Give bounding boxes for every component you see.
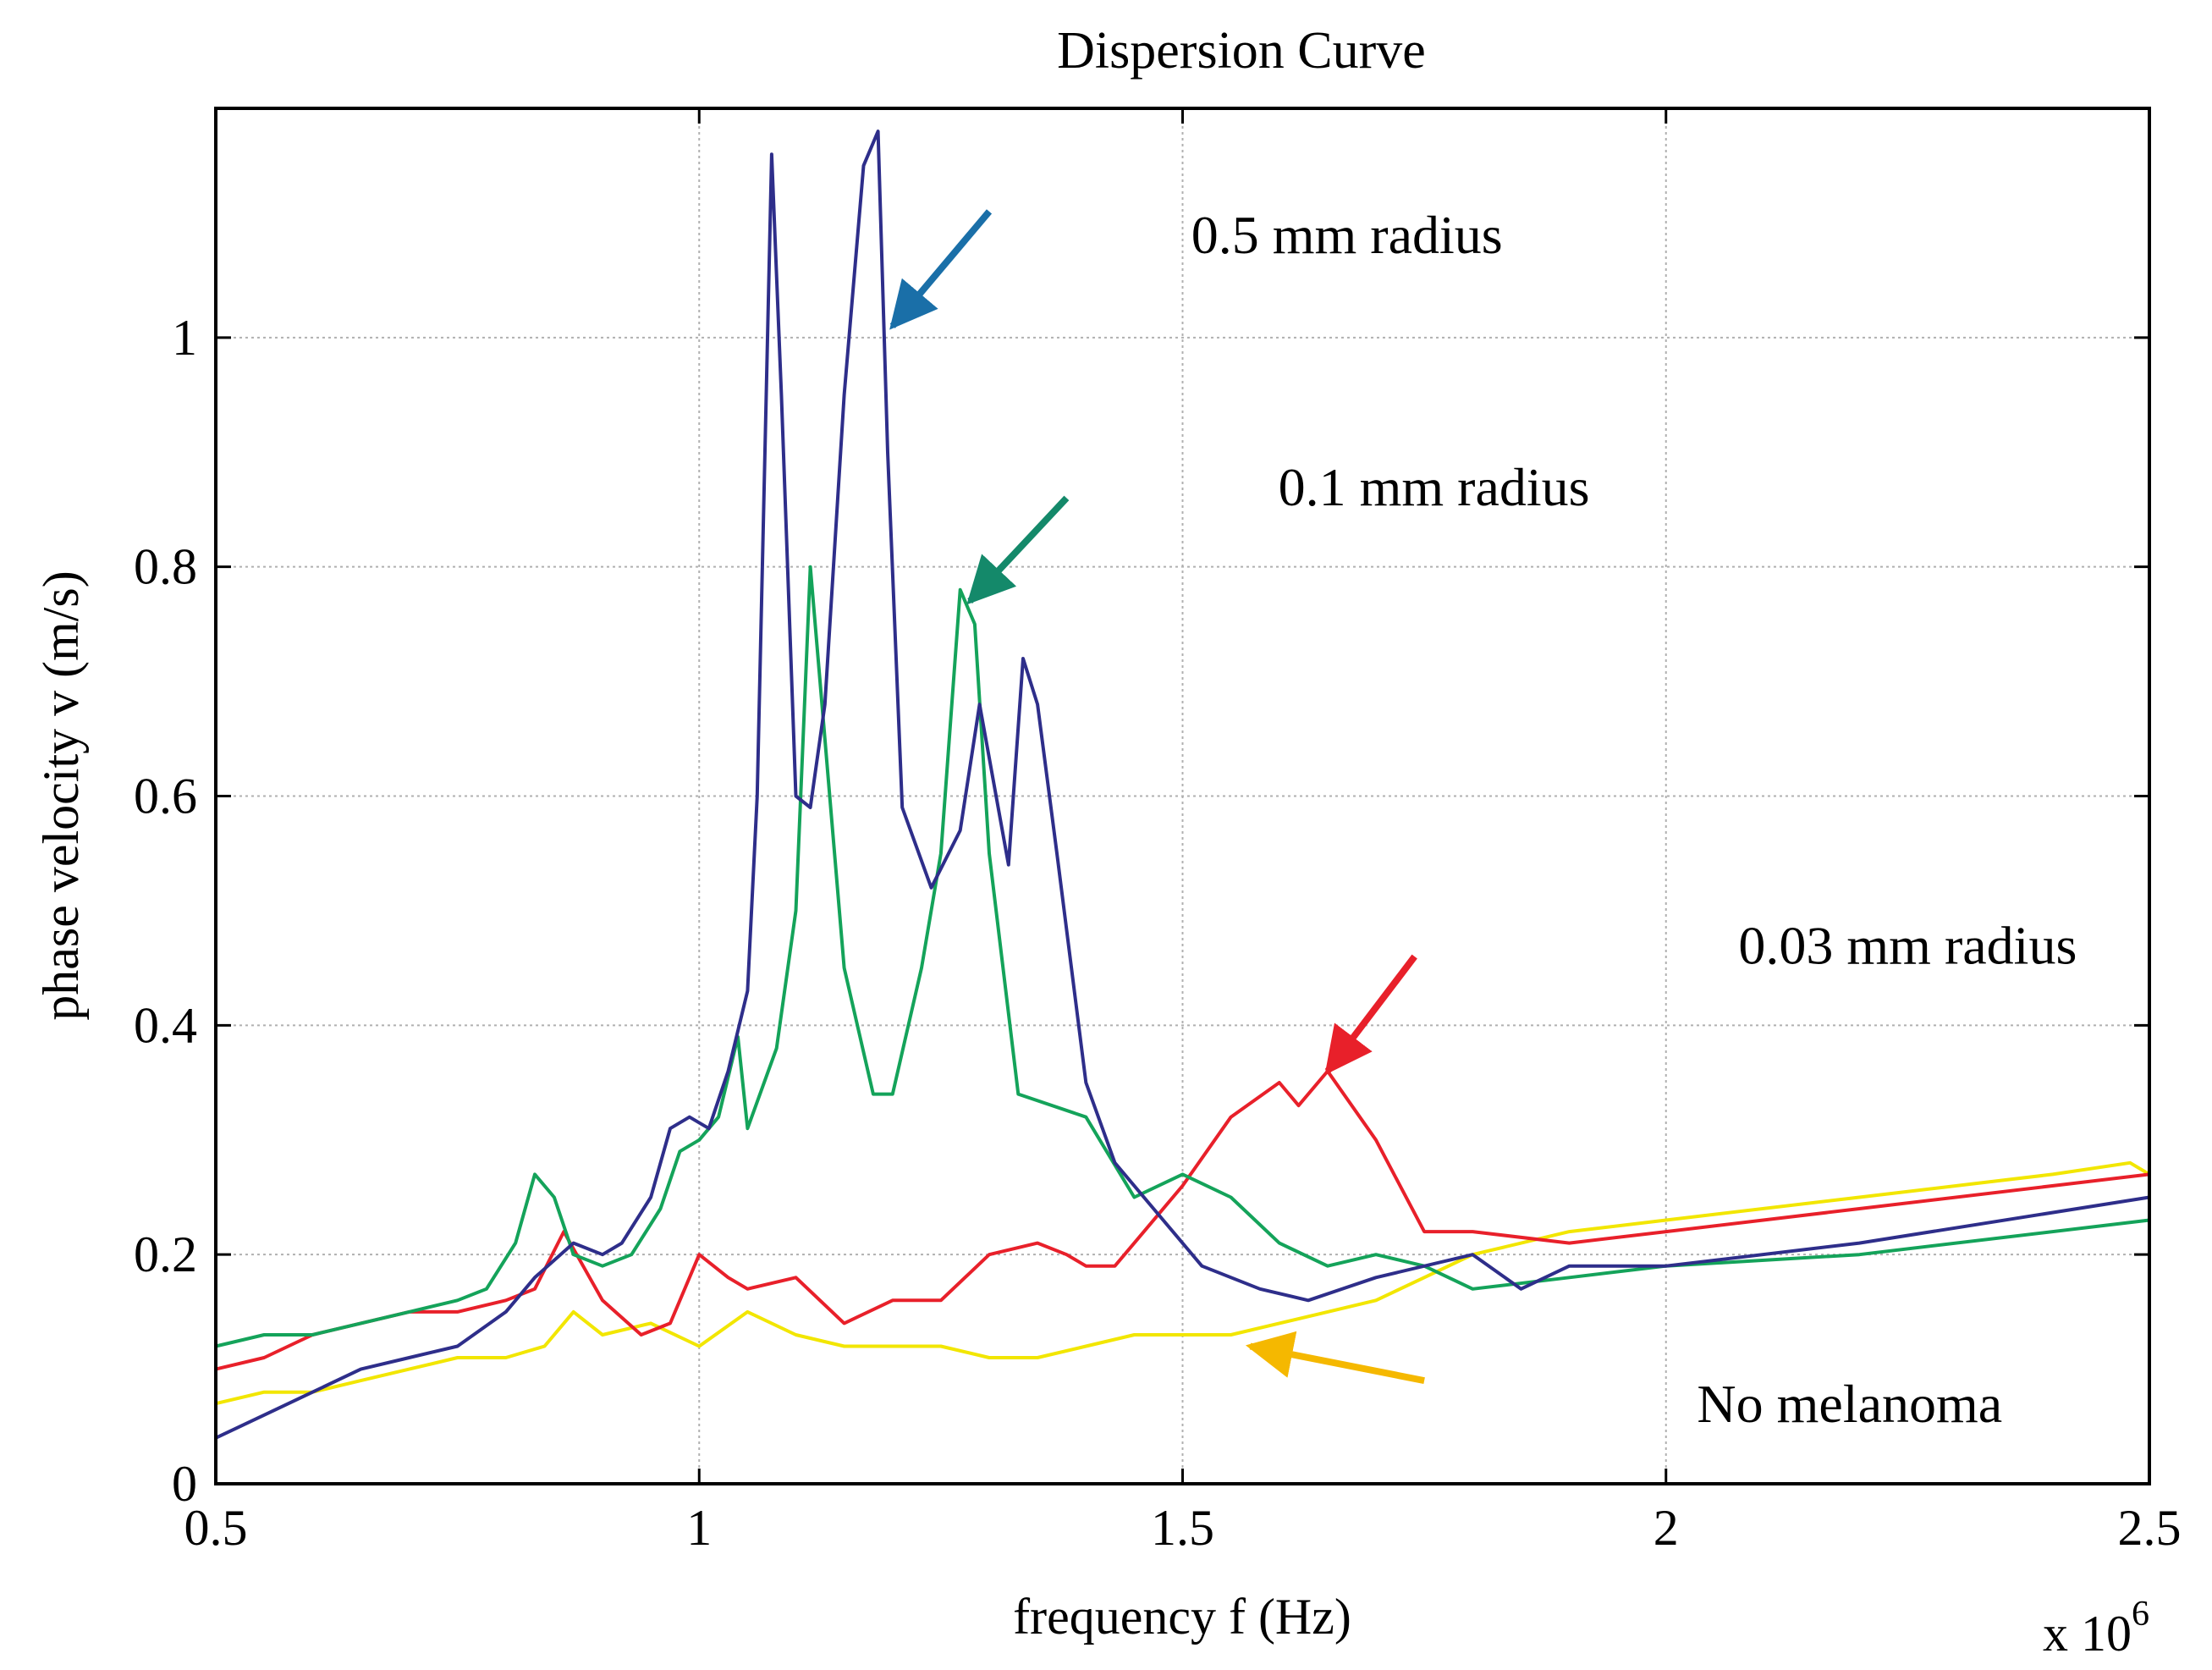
- y-axis-label: phase velocity v (m/s): [33, 570, 89, 1021]
- annotations: 0.5 mm radius 0.1 mm radius 0.03 mm radius…: [889, 205, 2077, 1434]
- y-tick-label: 1: [172, 310, 197, 366]
- series-lines: [215, 130, 2151, 1440]
- series-line-0-1-mm-radius: [215, 565, 2150, 1348]
- y-tick-label: 0.6: [134, 769, 197, 824]
- chart-title: Dispersion Curve: [1057, 22, 1426, 80]
- series-line-0-5-mm-radius: [215, 130, 2150, 1440]
- axis-ticks: 0.5 1 1.5 2 2.5 0 0.2 0.4 0.6 0.8 1: [134, 108, 2182, 1556]
- x-tick-label: 2.5: [2118, 1500, 2182, 1556]
- annotation-arrow: [966, 495, 1070, 605]
- grid: [216, 108, 2149, 1484]
- y-tick-label: 0.8: [134, 539, 197, 595]
- y-tick-label: 0.2: [134, 1226, 197, 1282]
- annotation-label: 0.03 mm radius: [1738, 916, 2077, 976]
- annotation-arrow: [1245, 1331, 1425, 1385]
- x-multiplier: x 106: [2043, 1595, 2149, 1662]
- annotation-arrow: [1324, 954, 1417, 1075]
- y-tick-label: 0.4: [134, 997, 197, 1053]
- x-tick-label: 1: [686, 1500, 712, 1556]
- annotation-label: 0.5 mm radius: [1191, 205, 1503, 265]
- x-tick-label: 0.5: [184, 1500, 248, 1556]
- x-tick-label: 2: [1653, 1500, 1679, 1556]
- x-multiplier-exponent: 6: [2132, 1595, 2149, 1634]
- x-tick-label: 1.5: [1151, 1500, 1214, 1556]
- y-tick-label: 0: [172, 1456, 197, 1512]
- series-line-no-melanoma: [215, 1160, 2151, 1406]
- annotation-label: 0.1 mm radius: [1279, 457, 1590, 517]
- x-multiplier-base: x 10: [2043, 1606, 2132, 1662]
- annotation-label: No melanoma: [1697, 1374, 2002, 1434]
- series-line-0-03-mm-radius: [215, 1069, 2150, 1371]
- x-axis-label: frequency f (Hz): [1013, 1589, 1351, 1645]
- annotation-arrow: [889, 209, 993, 330]
